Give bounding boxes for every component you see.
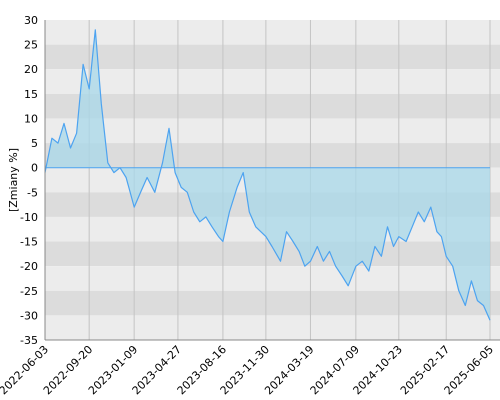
- y-tick-label: -15: [20, 236, 38, 249]
- y-tick-labels: 30 25 20 15 10 5 0 -5 -10 -15 -20 -25 -30 -35: [20, 14, 38, 347]
- x-tick-labels: 2022-06-032022-09-202023-01-092023-04-27…: [0, 343, 496, 397]
- y-tick-label: 25: [24, 39, 38, 52]
- y-tick-label: -20: [20, 260, 38, 273]
- y-tick-label: 5: [31, 137, 38, 150]
- y-tick-label: 30: [24, 14, 38, 27]
- y-tick-label: -5: [27, 186, 38, 199]
- background-band: [45, 93, 500, 119]
- background-band: [45, 266, 500, 291]
- background-band: [45, 143, 500, 168]
- y-tick-label: -10: [20, 211, 38, 224]
- background-band: [45, 20, 500, 45]
- background-band: [45, 315, 500, 340]
- series-line: [44, 29, 491, 321]
- y-tick-label: -30: [20, 309, 38, 322]
- y-tick-label: 15: [24, 88, 38, 101]
- background-band: [45, 69, 500, 94]
- background-band: [45, 290, 500, 316]
- background-band: [45, 118, 500, 144]
- area-fill: [45, 29, 490, 321]
- y-tick-label: 0: [31, 162, 38, 175]
- background-band: [45, 44, 500, 70]
- y-tick-label: -25: [20, 285, 38, 298]
- y-tick-label: 10: [24, 112, 38, 125]
- y-tick-label: -35: [20, 334, 38, 347]
- y-axis-title: [Zmiany %]: [7, 148, 20, 212]
- y-tick-label: 20: [24, 63, 38, 76]
